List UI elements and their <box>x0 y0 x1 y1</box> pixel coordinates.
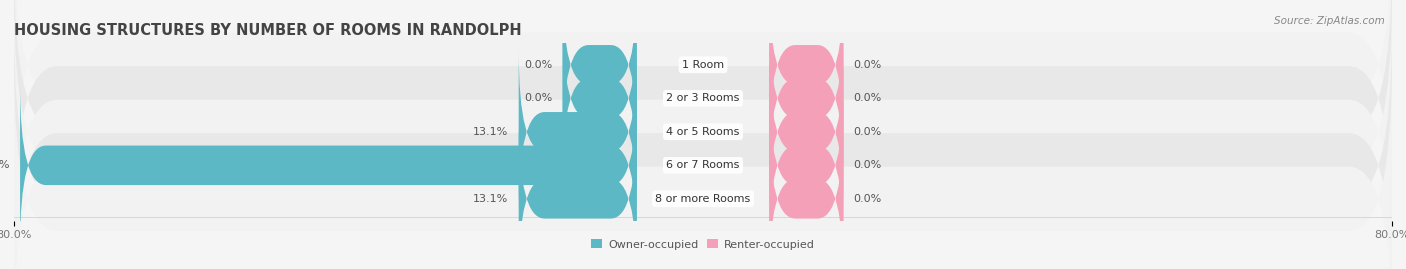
FancyBboxPatch shape <box>769 17 844 179</box>
Text: Source: ZipAtlas.com: Source: ZipAtlas.com <box>1274 16 1385 26</box>
Text: 8 or more Rooms: 8 or more Rooms <box>655 194 751 204</box>
Text: 0.0%: 0.0% <box>853 194 882 204</box>
Text: 1 Room: 1 Room <box>682 60 724 70</box>
FancyBboxPatch shape <box>14 0 1392 234</box>
FancyBboxPatch shape <box>769 84 844 246</box>
FancyBboxPatch shape <box>519 118 637 269</box>
Text: HOUSING STRUCTURES BY NUMBER OF ROOMS IN RANDOLPH: HOUSING STRUCTURES BY NUMBER OF ROOMS IN… <box>14 23 522 38</box>
FancyBboxPatch shape <box>769 0 844 146</box>
Text: 0.0%: 0.0% <box>853 160 882 170</box>
FancyBboxPatch shape <box>14 63 1392 269</box>
FancyBboxPatch shape <box>14 0 1392 200</box>
Text: 6 or 7 Rooms: 6 or 7 Rooms <box>666 160 740 170</box>
Text: 0.0%: 0.0% <box>853 60 882 70</box>
Text: 2 or 3 Rooms: 2 or 3 Rooms <box>666 93 740 103</box>
FancyBboxPatch shape <box>562 17 637 179</box>
FancyBboxPatch shape <box>769 118 844 269</box>
Text: 0.0%: 0.0% <box>853 127 882 137</box>
FancyBboxPatch shape <box>14 0 1392 267</box>
Text: 13.1%: 13.1% <box>474 194 509 204</box>
Text: 4 or 5 Rooms: 4 or 5 Rooms <box>666 127 740 137</box>
Text: 13.1%: 13.1% <box>474 127 509 137</box>
Text: 0.0%: 0.0% <box>853 93 882 103</box>
FancyBboxPatch shape <box>769 51 844 213</box>
Text: 73.8%: 73.8% <box>0 160 10 170</box>
FancyBboxPatch shape <box>20 84 637 246</box>
Legend: Owner-occupied, Renter-occupied: Owner-occupied, Renter-occupied <box>586 235 820 254</box>
FancyBboxPatch shape <box>519 51 637 213</box>
FancyBboxPatch shape <box>14 30 1392 269</box>
FancyBboxPatch shape <box>562 0 637 146</box>
Text: 0.0%: 0.0% <box>524 60 553 70</box>
Text: 0.0%: 0.0% <box>524 93 553 103</box>
